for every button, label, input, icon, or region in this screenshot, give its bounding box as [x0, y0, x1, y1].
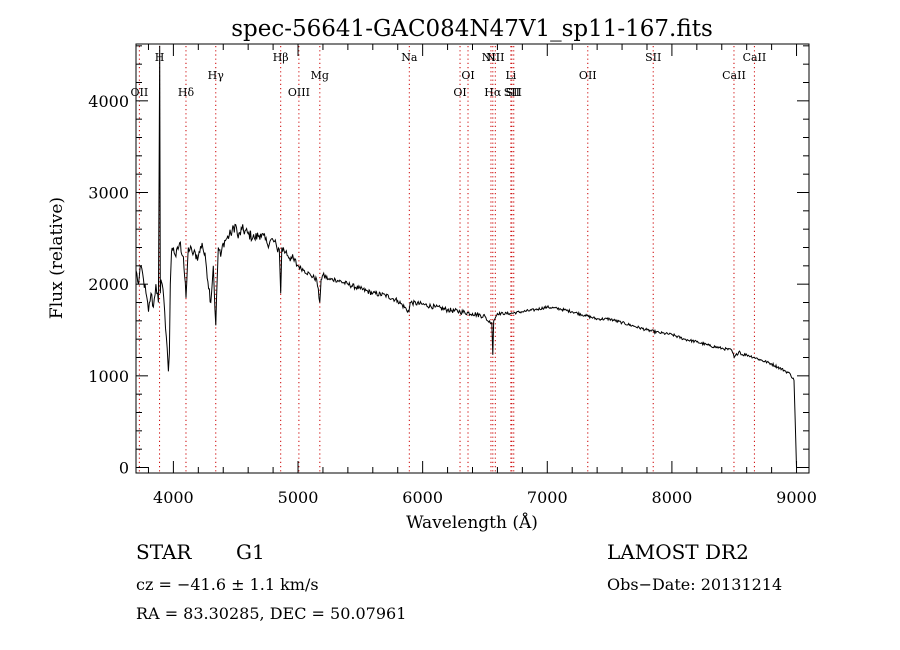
line-label: SII — [506, 86, 522, 99]
object-subclass: G1 — [236, 540, 265, 564]
line-label: OII — [131, 86, 149, 99]
redshift-cz: cz = −41.6 ± 1.1 km/s — [136, 575, 319, 594]
y-tick-label: 4000 — [88, 92, 129, 111]
x-axis-label: Wavelength (Å) — [406, 512, 538, 533]
spectral-line-markers — [138, 46, 755, 473]
x-axis: 4000 5000 6000 7000 8000 9000 — [147, 44, 817, 507]
line-label: Na — [401, 51, 418, 64]
y-axis-label: Flux (relative) — [47, 197, 67, 319]
line-label: OI — [453, 86, 466, 99]
x-tick-label: 6000 — [402, 488, 443, 507]
line-label: Hα — [484, 86, 502, 99]
x-tick-label: 4000 — [153, 488, 194, 507]
y-axis: 0 1000 2000 3000 4000 — [88, 45, 809, 478]
x-tick-label: 5000 — [278, 488, 319, 507]
survey-name: LAMOST DR2 — [607, 540, 749, 564]
line-label: CaII — [743, 51, 767, 64]
line-label: Li — [505, 69, 516, 82]
y-tick-label: 3000 — [88, 184, 129, 203]
x-tick-label: 7000 — [527, 488, 568, 507]
line-label: CaII — [722, 69, 746, 82]
line-label: SII — [504, 86, 520, 99]
line-label: NII — [486, 51, 504, 64]
line-label: Mg — [311, 69, 329, 82]
line-label: Hδ — [178, 86, 195, 99]
y-tick-label: 1000 — [88, 367, 129, 386]
object-type: STAR — [136, 540, 192, 564]
line-label: SII — [645, 51, 661, 64]
spectral-line-labels: OIIHHδHγHβOIIIMgNaOIOINIIHαNIILiSIISIIOI… — [131, 51, 767, 99]
observation-date: Obs−Date: 20131214 — [607, 575, 783, 594]
line-label: OIII — [288, 86, 310, 99]
coordinates: RA = 83.30285, DEC = 50.07961 — [136, 604, 407, 623]
plot-frame — [135, 43, 810, 474]
x-tick-label: 9000 — [776, 488, 817, 507]
y-tick-label: 2000 — [88, 275, 129, 294]
line-label: NII — [482, 51, 500, 64]
line-label: OII — [579, 69, 597, 82]
line-label: Hγ — [208, 69, 225, 82]
spectrum-line — [135, 45, 797, 468]
chart-title: spec-56641-GAC084N47V1_sp11-167.fits — [231, 16, 713, 42]
x-tick-label: 8000 — [652, 488, 693, 507]
line-label: Hβ — [273, 51, 289, 64]
y-tick-label: 0 — [119, 459, 129, 478]
line-label: OI — [461, 69, 474, 82]
